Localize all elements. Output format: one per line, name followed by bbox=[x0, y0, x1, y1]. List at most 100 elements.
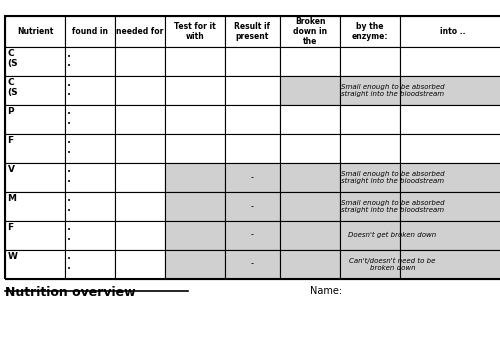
Bar bbox=[280, 163, 340, 192]
Bar bbox=[340, 47, 400, 76]
Bar bbox=[280, 221, 340, 250]
Bar bbox=[280, 105, 340, 134]
Bar bbox=[400, 250, 500, 279]
Bar bbox=[5, 163, 65, 192]
Bar bbox=[165, 134, 225, 163]
Text: •: • bbox=[66, 54, 70, 60]
Text: by the
enzyme:: by the enzyme: bbox=[352, 22, 388, 41]
Text: C
(S: C (S bbox=[8, 49, 18, 68]
Bar bbox=[340, 163, 400, 192]
Bar bbox=[280, 16, 340, 47]
Bar bbox=[280, 250, 340, 279]
Bar bbox=[225, 105, 280, 134]
Text: P: P bbox=[8, 107, 14, 116]
Text: Small enough to be absorbed
straight into the bloodstream: Small enough to be absorbed straight int… bbox=[340, 199, 444, 213]
Bar bbox=[115, 47, 165, 76]
Text: Small enough to be absorbed
straight into the bloodstream: Small enough to be absorbed straight int… bbox=[340, 84, 444, 97]
Text: •: • bbox=[66, 256, 70, 262]
Bar bbox=[65, 47, 115, 76]
Bar bbox=[280, 192, 340, 221]
Bar bbox=[65, 105, 115, 134]
Text: -: - bbox=[251, 259, 254, 269]
Text: •: • bbox=[66, 63, 70, 69]
Text: Test for it
with: Test for it with bbox=[174, 22, 216, 41]
Bar bbox=[400, 192, 500, 221]
Bar bbox=[165, 163, 225, 192]
Bar bbox=[65, 221, 115, 250]
Text: Nutrition overview: Nutrition overview bbox=[5, 286, 136, 299]
Text: -: - bbox=[251, 173, 254, 182]
Bar bbox=[400, 105, 500, 134]
Text: Nutrient: Nutrient bbox=[17, 27, 53, 36]
Bar bbox=[5, 16, 65, 47]
Bar bbox=[225, 250, 280, 279]
Bar bbox=[400, 134, 500, 163]
Bar bbox=[5, 134, 65, 163]
Text: W: W bbox=[8, 252, 18, 261]
Text: Can't/doesn't need to be
broken down: Can't/doesn't need to be broken down bbox=[350, 257, 436, 271]
Bar bbox=[400, 16, 500, 47]
Text: needed for: needed for bbox=[116, 27, 164, 36]
Text: Small enough to be absorbed
straight into the bloodstream: Small enough to be absorbed straight int… bbox=[340, 170, 444, 184]
Bar bbox=[115, 134, 165, 163]
Bar bbox=[115, 105, 165, 134]
Bar bbox=[65, 250, 115, 279]
Bar bbox=[165, 192, 225, 221]
Bar bbox=[5, 105, 65, 134]
Text: •: • bbox=[66, 169, 70, 175]
Bar bbox=[115, 250, 165, 279]
Text: Doesn't get broken down: Doesn't get broken down bbox=[348, 232, 436, 238]
Bar bbox=[340, 221, 400, 250]
Text: •: • bbox=[66, 208, 70, 214]
Bar bbox=[340, 134, 400, 163]
Bar bbox=[165, 16, 225, 47]
Text: into ..: into .. bbox=[440, 27, 465, 36]
Bar bbox=[65, 16, 115, 47]
Bar bbox=[225, 221, 280, 250]
Text: •: • bbox=[66, 92, 70, 98]
Bar bbox=[5, 16, 500, 279]
Text: found in: found in bbox=[72, 27, 108, 36]
Bar bbox=[115, 76, 165, 105]
Text: •: • bbox=[66, 140, 70, 146]
Bar bbox=[400, 163, 500, 192]
Bar bbox=[340, 76, 400, 105]
Bar bbox=[165, 47, 225, 76]
Bar bbox=[5, 76, 65, 105]
Text: F: F bbox=[8, 223, 14, 232]
Text: •: • bbox=[66, 150, 70, 156]
Bar bbox=[280, 47, 340, 76]
Bar bbox=[400, 47, 500, 76]
Text: -: - bbox=[251, 231, 254, 240]
Bar bbox=[5, 250, 65, 279]
Text: F: F bbox=[8, 136, 14, 145]
Bar bbox=[165, 76, 225, 105]
Bar bbox=[65, 163, 115, 192]
Text: V: V bbox=[8, 165, 14, 174]
Text: C
(S: C (S bbox=[8, 78, 18, 97]
Bar bbox=[400, 76, 500, 105]
Bar bbox=[340, 192, 400, 221]
Bar bbox=[65, 134, 115, 163]
Bar bbox=[115, 16, 165, 47]
Bar bbox=[225, 134, 280, 163]
Bar bbox=[5, 192, 65, 221]
Text: •: • bbox=[66, 179, 70, 185]
Text: Result if
present: Result if present bbox=[234, 22, 270, 41]
Text: Broken
down in
the: Broken down in the bbox=[293, 17, 327, 46]
Text: •: • bbox=[66, 198, 70, 204]
Bar bbox=[340, 105, 400, 134]
Bar bbox=[165, 221, 225, 250]
Bar bbox=[225, 192, 280, 221]
Bar bbox=[225, 16, 280, 47]
Bar bbox=[115, 163, 165, 192]
Bar bbox=[65, 76, 115, 105]
Text: •: • bbox=[66, 237, 70, 243]
Bar bbox=[340, 16, 400, 47]
Bar bbox=[115, 192, 165, 221]
Text: Name:: Name: bbox=[310, 286, 342, 296]
Bar bbox=[65, 192, 115, 221]
Text: M: M bbox=[8, 194, 16, 203]
Bar bbox=[5, 47, 65, 76]
Bar bbox=[280, 76, 340, 105]
